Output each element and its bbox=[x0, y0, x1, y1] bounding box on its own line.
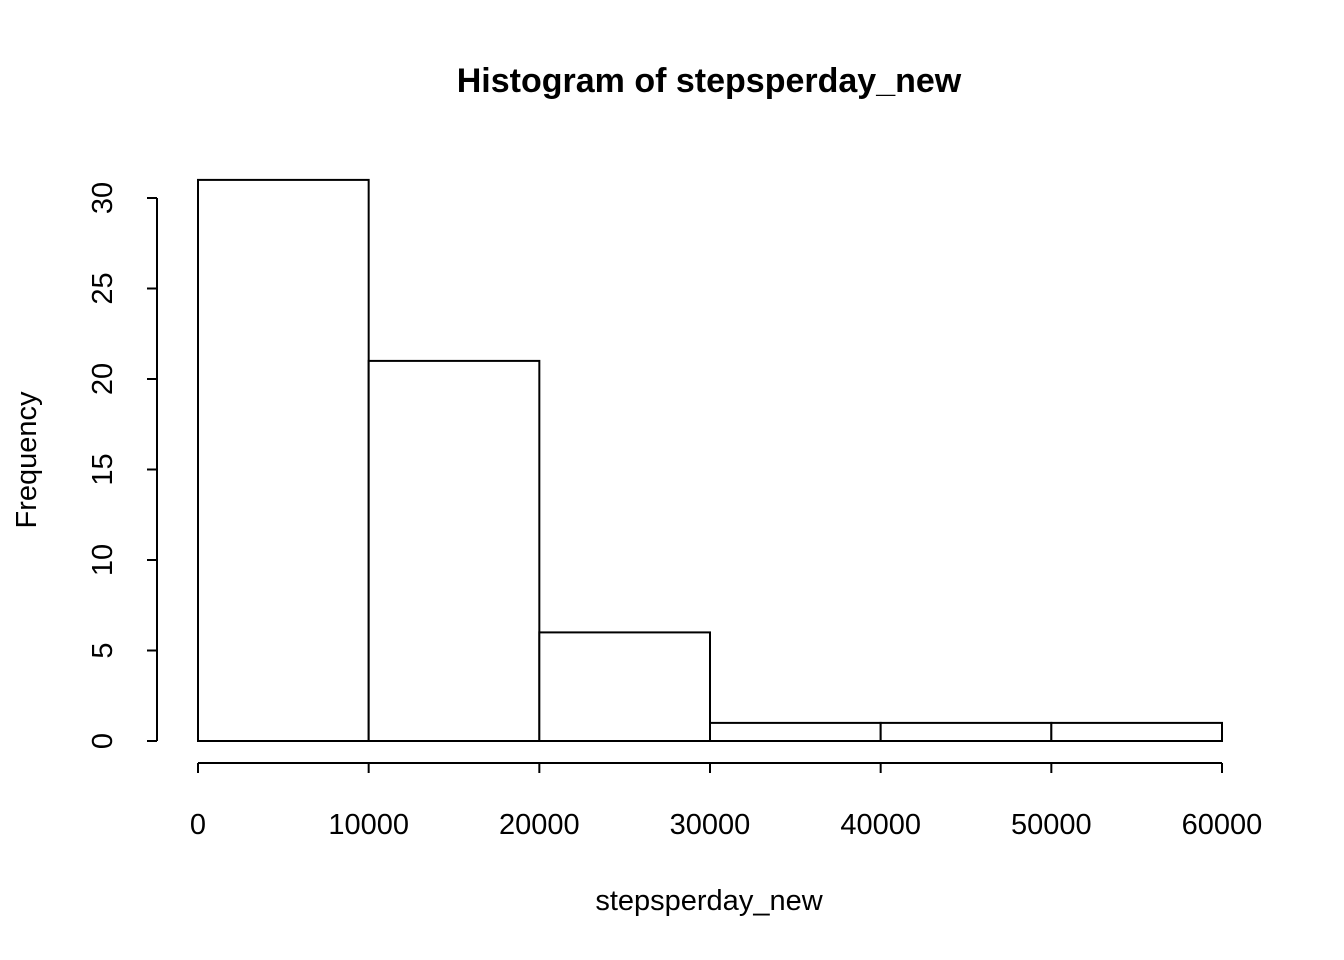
x-tick-label: 30000 bbox=[670, 809, 751, 841]
y-tick-label: 15 bbox=[87, 453, 119, 485]
y-tick-label: 10 bbox=[87, 544, 119, 576]
histogram-bar bbox=[538, 631, 711, 743]
x-tick-label: 40000 bbox=[840, 809, 921, 841]
y-tick-label: 20 bbox=[87, 363, 119, 395]
x-axis: 0 10000 20000 30000 40000 50000 60000 bbox=[190, 762, 1263, 841]
y-tick-label: 30 bbox=[87, 182, 119, 214]
x-axis-label: stepsperday_new bbox=[595, 885, 823, 917]
histogram-bar bbox=[879, 721, 1053, 743]
x-tick-label: 10000 bbox=[328, 809, 409, 841]
histogram-bar bbox=[1050, 721, 1224, 743]
y-tick-label: 25 bbox=[87, 272, 119, 304]
y-tick-label: 5 bbox=[87, 642, 119, 658]
histogram-bar bbox=[197, 178, 370, 742]
bars-layer bbox=[197, 178, 1224, 743]
x-tick-label: 0 bbox=[190, 809, 206, 841]
x-tick-label: 50000 bbox=[1011, 809, 1092, 841]
chart-title: Histogram of stepsperday_new bbox=[457, 62, 962, 100]
histogram-bar bbox=[709, 721, 882, 743]
y-tick-label: 0 bbox=[87, 733, 119, 749]
histogram-bar bbox=[367, 359, 541, 742]
x-tick-label: 20000 bbox=[499, 809, 580, 841]
y-axis-label: Frequency bbox=[11, 391, 43, 529]
x-tick-label: 60000 bbox=[1182, 809, 1263, 841]
y-axis: 0 5 10 15 20 25 30 bbox=[87, 182, 158, 749]
